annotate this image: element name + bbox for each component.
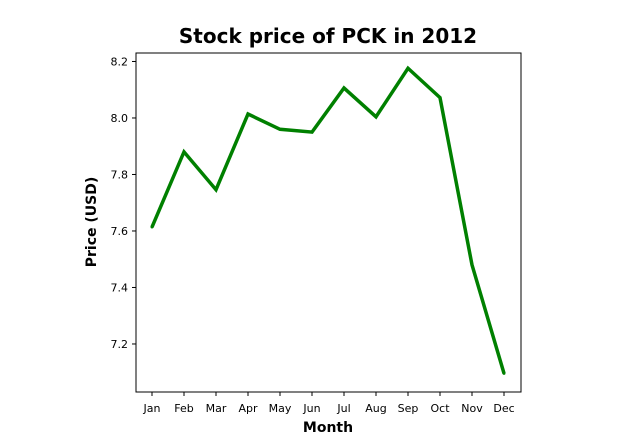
x-tick-label: Jan	[143, 402, 161, 415]
x-tick-label: Feb	[174, 402, 193, 415]
data-point	[438, 96, 442, 100]
data-point	[278, 127, 282, 131]
y-axis: 7.2 7.4 7.6 7.8 8.0 8.2	[111, 55, 136, 351]
data-point	[310, 130, 314, 134]
x-axis-label: Month	[303, 420, 353, 436]
y-tick-label: 7.6	[111, 225, 129, 238]
y-tick-label: 7.2	[111, 338, 129, 351]
x-tick-label: Jul	[336, 402, 350, 415]
y-tick-label: 7.4	[111, 281, 129, 294]
y-tick-label: 7.8	[111, 168, 129, 181]
x-tick-label: Jun	[302, 402, 320, 415]
data-point	[502, 371, 506, 375]
x-tick-label: Dec	[493, 402, 514, 415]
x-tick-label: Sep	[398, 402, 419, 415]
data-point	[470, 263, 474, 267]
data-point	[150, 225, 154, 229]
y-tick-label: 8.2	[111, 55, 129, 68]
data-point	[342, 86, 346, 90]
y-axis-label: Price (USD)	[84, 177, 100, 268]
series-line	[150, 65, 506, 374]
x-tick-label: Oct	[430, 402, 450, 415]
data-point	[182, 150, 186, 154]
series-group	[150, 65, 506, 375]
plot-frame	[135, 52, 522, 393]
x-axis: Jan Feb Mar Apr May Jun Jul Aug Sep Oct Nov Dec	[143, 392, 515, 415]
data-point	[246, 112, 250, 116]
x-tick-label: May	[269, 402, 292, 415]
x-tick-label: Mar	[206, 402, 227, 415]
y-tick-label: 8.0	[111, 112, 129, 125]
x-tick-label: Aug	[365, 402, 386, 415]
data-point	[214, 188, 218, 192]
data-point	[406, 66, 410, 70]
x-tick-label: Apr	[238, 402, 258, 415]
chart-title: Stock price of PCK in 2012	[179, 24, 477, 48]
x-tick-label: Nov	[461, 402, 483, 415]
data-point	[374, 115, 378, 119]
